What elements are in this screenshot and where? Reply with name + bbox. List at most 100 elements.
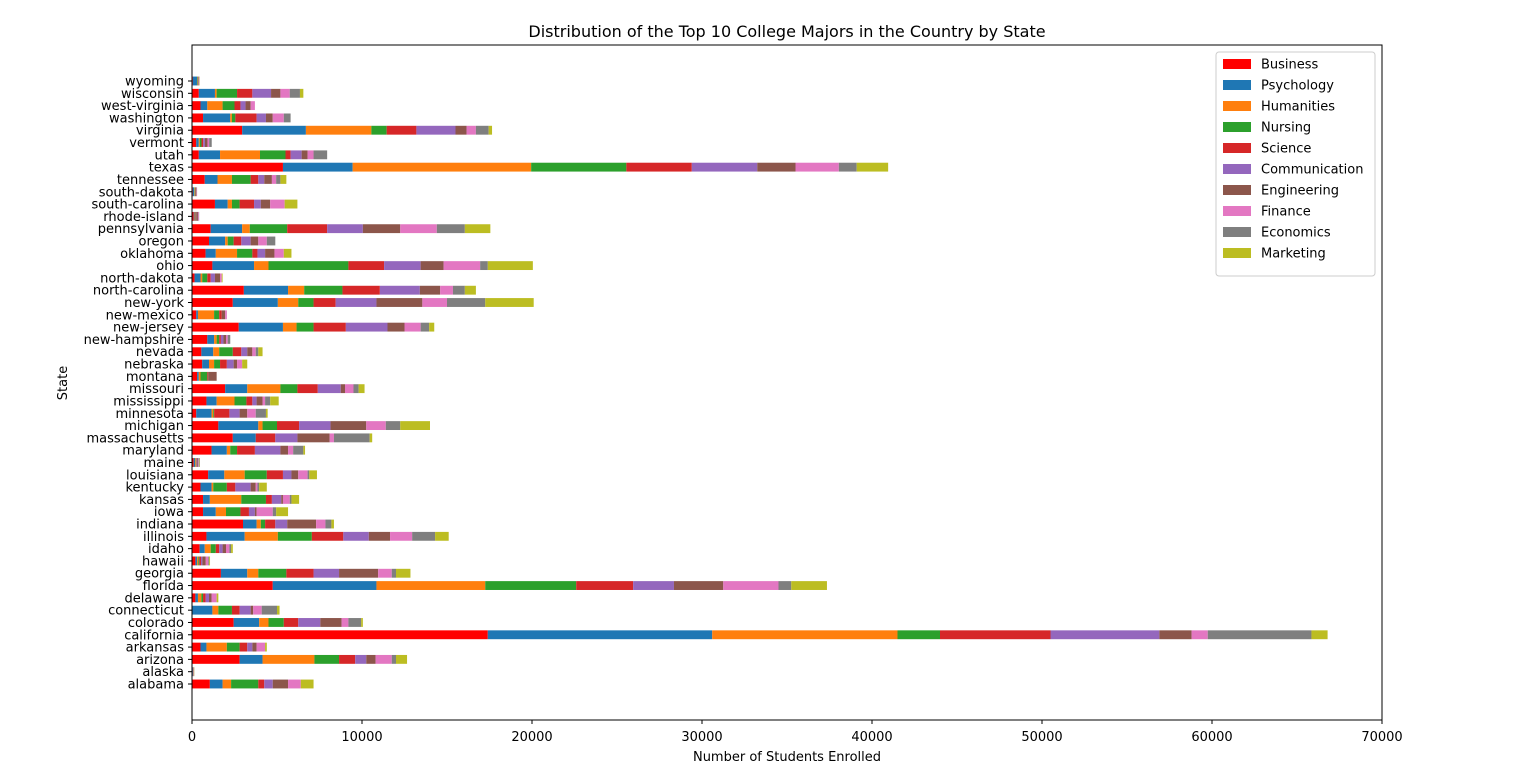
bar-michigan-business [192, 421, 219, 431]
bar-washington-economics [283, 113, 291, 123]
bar-tennessee-humanities [217, 175, 232, 184]
bar-washington-engineering [265, 113, 273, 123]
y-tick-label-colorado: colorado [128, 616, 184, 631]
bar-nevada-finance [252, 347, 256, 357]
bar-new-york-business [192, 298, 233, 307]
bar-missouri-engineering [340, 384, 345, 394]
y-tick-label-new-jersey: new-jersey [113, 321, 184, 336]
bar-oklahoma-engineering [265, 248, 275, 258]
bar-delaware-psychology [195, 593, 198, 603]
bar-tennessee-finance [271, 175, 277, 184]
bar-idaho-economics [229, 544, 232, 554]
bar-minnesota-economics [255, 408, 266, 418]
y-tick-label-montana: montana [126, 370, 184, 385]
bar-louisiana-nursing [244, 470, 267, 480]
bar-alabama-finance [288, 679, 301, 689]
bar-kansas-engineering [281, 494, 283, 504]
bar-arkansas-science [239, 642, 248, 652]
bar-vermont-economics [209, 138, 212, 147]
y-tick-label-hawaii: hawaii [142, 554, 184, 569]
bar-tennessee-science [250, 175, 259, 184]
bar-tennessee-engineering [264, 175, 272, 184]
bar-south-dakota-science [195, 187, 196, 197]
bar-missouri-finance [345, 384, 354, 394]
bar-delaware-nursing [201, 593, 204, 603]
y-tick-label-utah: utah [154, 148, 184, 163]
bar-arkansas-psychology [200, 642, 207, 652]
bar-massachusetts-engineering [297, 433, 330, 443]
bar-missouri-marketing [358, 384, 365, 394]
bar-maine-psychology [193, 458, 196, 467]
bar-oregon-humanities [225, 236, 228, 246]
bar-new-jersey-marketing [429, 322, 435, 332]
bar-kentucky-business [192, 482, 201, 492]
bar-south-carolina-nursing [231, 199, 240, 209]
bar-nebraska-marketing [242, 359, 248, 369]
bar-california-marketing [1311, 630, 1328, 640]
bar-minnesota-humanities [211, 408, 214, 418]
bar-hawaii-humanities [197, 556, 199, 566]
bar-arkansas-humanities [206, 642, 227, 652]
bar-california-psychology [487, 630, 713, 640]
legend-swatch-economics [1223, 227, 1251, 237]
bar-washington-communication [256, 113, 266, 123]
bar-delaware-finance [211, 593, 217, 603]
bar-texas-marketing [856, 162, 889, 172]
bar-indiana-humanities [256, 519, 261, 529]
bar-delaware-marketing [216, 593, 219, 603]
bar-washington-science [235, 113, 257, 123]
bar-maine-science [196, 458, 197, 467]
legend-label-economics: Economics [1261, 226, 1331, 241]
bar-minnesota-communication [229, 408, 240, 418]
bar-texas-nursing [531, 162, 627, 172]
y-tick-label-new-york: new-york [124, 296, 184, 311]
bar-florida-marketing [791, 581, 827, 590]
bar-tennessee-business [192, 175, 205, 184]
bar-mississippi-nursing [234, 396, 247, 406]
bar-kentucky-finance [255, 482, 258, 492]
bar-minnesota-engineering [239, 408, 248, 418]
y-tick-label-louisiana: louisiana [126, 468, 184, 483]
bar-vermont-psychology [196, 138, 199, 147]
bar-new-mexico-psychology [196, 310, 198, 320]
bar-arkansas-business [192, 642, 201, 652]
bar-delaware-humanities [197, 593, 202, 603]
bar-washington-humanities [230, 113, 232, 123]
bar-alabama-science [258, 679, 265, 689]
bar-indiana-economics [325, 519, 332, 529]
bar-maryland-communication [254, 445, 281, 455]
bar-oklahoma-science [252, 248, 258, 258]
bar-iowa-economics [272, 507, 277, 517]
bar-colorado-marketing [361, 618, 363, 627]
bar-north-dakota-engineering [214, 273, 221, 283]
y-axis-ticks: alabamaalaskaarizonaarkansascaliforniaco… [84, 75, 192, 693]
bar-maine-nursing [195, 458, 197, 467]
bar-west-virginia-business [192, 101, 201, 111]
y-tick-label-mississippi: mississippi [113, 394, 184, 409]
y-tick-label-florida: florida [143, 579, 184, 594]
bar-north-dakota-psychology [194, 273, 201, 283]
bar-maryland-marketing [303, 445, 306, 455]
bar-arizona-finance [375, 654, 392, 664]
bar-texas-business [192, 162, 283, 172]
bar-massachusetts-finance [329, 433, 334, 443]
bar-michigan-communication [299, 421, 331, 431]
bar-hawaii-nursing [198, 556, 200, 566]
y-tick-label-arkansas: arkansas [126, 641, 185, 656]
x-tick-label-20000: 20000 [511, 730, 552, 745]
bar-illinois-psychology [206, 531, 245, 541]
bar-north-carolina-humanities [288, 285, 305, 295]
bar-indiana-communication [275, 519, 288, 529]
bar-rhode-island-finance [197, 211, 199, 221]
bar-oregon-science [233, 236, 242, 246]
bar-north-carolina-engineering [419, 285, 441, 295]
bar-iowa-engineering [254, 507, 257, 517]
bar-idaho-nursing [210, 544, 216, 554]
bar-mississippi-science [246, 396, 253, 406]
y-tick-label-tennessee: tennessee [117, 173, 184, 188]
y-tick-label-kentucky: kentucky [125, 481, 184, 496]
bar-oregon-nursing [227, 236, 234, 246]
bar-texas-communication [691, 162, 758, 172]
bar-south-carolina-humanities [227, 199, 232, 209]
bar-south-carolina-marketing [284, 199, 298, 209]
